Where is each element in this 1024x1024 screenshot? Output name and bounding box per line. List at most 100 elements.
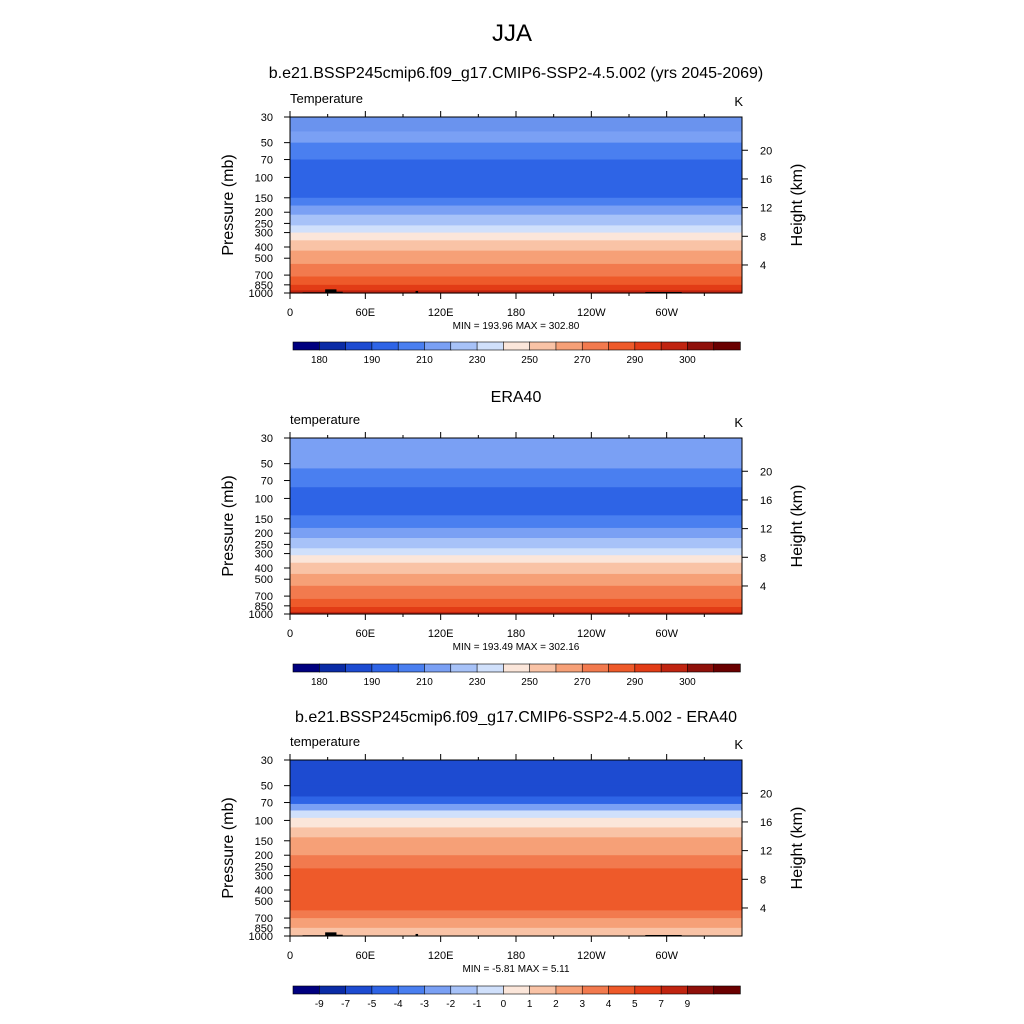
colorbar-label: 210 xyxy=(416,677,433,688)
y-tick-label: 200 xyxy=(255,528,273,540)
x-tick-label: 60W xyxy=(655,950,678,962)
stats-label: MIN = -5.81 MAX = 5.11 xyxy=(462,964,570,975)
page-title: JJA xyxy=(491,20,532,47)
colorbar-swatch xyxy=(318,341,347,351)
contour-band xyxy=(290,548,742,556)
colorbar-swatch xyxy=(371,985,399,995)
colorbar-label: 180 xyxy=(311,677,328,688)
y-tick-label: 50 xyxy=(261,781,273,793)
y2-tick-label: 16 xyxy=(760,174,772,186)
x-tick-label: 180 xyxy=(507,628,525,640)
colorbar-swatch xyxy=(318,663,347,673)
x-tick-label: 60W xyxy=(655,628,678,640)
y2-tick-label: 20 xyxy=(760,145,772,157)
contour-band xyxy=(290,918,742,929)
contour-band xyxy=(290,142,742,161)
y-tick-label: 250 xyxy=(255,861,273,873)
colorbar-swatch xyxy=(318,985,347,995)
colorbar-swatch xyxy=(713,985,741,995)
contour-band xyxy=(290,585,742,600)
colorbar-label: 190 xyxy=(364,677,381,688)
colorbar-swatch xyxy=(581,663,610,673)
chart-panel-2: ERA40 temperature K 0 60E 120E 180 120W 60W 30 50 7… xyxy=(220,389,806,688)
contour-band xyxy=(290,555,742,564)
x-tick-label: 60E xyxy=(356,307,376,319)
y2-tick-label: 12 xyxy=(760,524,772,536)
y-tick-label: 70 xyxy=(261,798,273,810)
units-label: K xyxy=(734,737,743,752)
colorbar-label: 290 xyxy=(626,355,643,366)
contour-band xyxy=(290,487,742,509)
contour-band xyxy=(290,760,742,787)
y-tick-label: 700 xyxy=(255,270,273,282)
variable-label: temperature xyxy=(290,412,360,427)
contour-band xyxy=(290,507,742,516)
contour-band xyxy=(290,910,742,919)
colorbar-swatch xyxy=(529,985,557,995)
y2-tick-label: 16 xyxy=(760,495,772,507)
colorbar-swatch xyxy=(345,985,373,995)
units-label: K xyxy=(734,415,743,430)
colorbar-swatch xyxy=(503,985,531,995)
y-tick-label: 850 xyxy=(255,280,273,292)
x-tick-label: 120W xyxy=(577,950,606,962)
colorbar-label: -4 xyxy=(394,999,403,1010)
contour-band xyxy=(290,927,742,937)
terrain-mask xyxy=(332,291,343,293)
contour-band xyxy=(290,810,742,819)
colorbar-swatch xyxy=(371,663,399,673)
colorbar-swatch xyxy=(634,341,662,351)
colorbar-label: 300 xyxy=(679,677,696,688)
colorbar-swatch xyxy=(345,663,373,673)
chart-title: b.e21.BSSP245cmip6.f09_g17.CMIP6-SSP2-4.… xyxy=(295,709,737,726)
y-tick-label: 1000 xyxy=(249,931,273,943)
y2-tick-label: 16 xyxy=(760,817,772,829)
colorbar-label: 300 xyxy=(679,355,696,366)
y-tick-label: 100 xyxy=(255,815,273,827)
y-tick-label: 1000 xyxy=(249,609,273,621)
colorbar-swatch xyxy=(555,985,583,995)
colorbar-label: 270 xyxy=(574,677,591,688)
contour-band xyxy=(290,263,742,278)
contour-band xyxy=(290,837,742,856)
y-tick-label: 300 xyxy=(255,871,273,883)
y-tick-label: 70 xyxy=(261,155,273,167)
y-tick-label: 150 xyxy=(255,193,273,205)
y-tick-label: 250 xyxy=(255,218,273,230)
colorbar-label: -7 xyxy=(341,999,350,1010)
contour-band xyxy=(290,827,742,838)
contour-band xyxy=(290,515,742,529)
colorbar-label: 0 xyxy=(501,999,507,1010)
colorbar-swatch xyxy=(397,985,426,995)
colorbar-swatch xyxy=(529,341,557,351)
colorbar-swatch xyxy=(687,985,715,995)
y-tick-label: 150 xyxy=(255,514,273,526)
colorbar-label: -1 xyxy=(473,999,482,1010)
y2-tick-label: 4 xyxy=(760,903,766,915)
variable-label: temperature xyxy=(290,734,360,749)
contour-band xyxy=(290,182,742,199)
y-tick-label: 850 xyxy=(255,601,273,613)
y-tick-label: 250 xyxy=(255,539,273,551)
contour-band xyxy=(290,276,742,286)
y-tick-label: 1000 xyxy=(249,288,273,300)
y-tick-label: 300 xyxy=(255,549,273,561)
x-tick-label: 120E xyxy=(428,628,454,640)
contour-band xyxy=(290,803,742,812)
colorbar-swatch xyxy=(581,341,610,351)
colorbar-label: 1 xyxy=(527,999,533,1010)
terrain-mask xyxy=(325,289,337,293)
x-tick-label: 0 xyxy=(287,628,293,640)
colorbar-swatch xyxy=(660,985,689,995)
colorbar-swatch xyxy=(660,341,689,351)
contour-band xyxy=(290,458,742,470)
colorbar-label: 180 xyxy=(311,355,328,366)
colorbar-label: 4 xyxy=(606,999,612,1010)
colorbar-label: 5 xyxy=(632,999,638,1010)
colorbar-swatch xyxy=(555,341,583,351)
y2-tick-label: 4 xyxy=(760,260,766,272)
contour-band xyxy=(290,796,742,805)
x-tick-label: 60W xyxy=(655,307,678,319)
y-tick-label: 400 xyxy=(255,242,273,254)
contour-band xyxy=(290,438,742,459)
